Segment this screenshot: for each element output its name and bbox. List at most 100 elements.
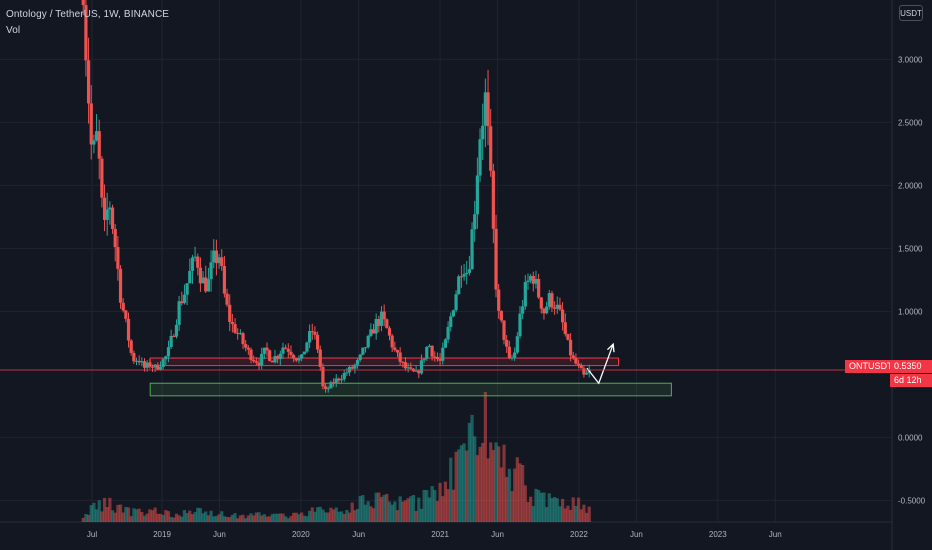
volume-indicator-label[interactable]: Vol (6, 25, 21, 36)
candle-body (228, 304, 232, 322)
candle-body (478, 139, 482, 176)
volume-bar (443, 481, 448, 522)
projection-arrowhead (606, 342, 615, 353)
currency-label[interactable]: USDT (899, 5, 923, 21)
volume-bar (427, 497, 432, 522)
volume-bar (339, 511, 344, 522)
volume-bar (433, 489, 437, 522)
volume-bar (209, 510, 213, 522)
candle-body (435, 356, 440, 360)
volume-bar (449, 457, 453, 522)
candle-body (563, 322, 567, 335)
candle-body (318, 349, 322, 367)
volume-bar (566, 505, 570, 522)
candle-body (398, 352, 402, 362)
candle-body (470, 229, 474, 270)
candle-body (212, 250, 216, 263)
candle-body (116, 247, 120, 269)
candle-body (579, 364, 583, 369)
volume-bar (560, 498, 565, 522)
volume-bar (260, 515, 264, 522)
candle-body (230, 321, 234, 325)
volume-bar (473, 436, 477, 522)
x-tick-label: Jun (491, 530, 504, 539)
volume-bar (188, 510, 192, 522)
candle-body (180, 301, 184, 304)
volume-bar (164, 510, 168, 522)
candle-body (174, 324, 179, 337)
candle-body (153, 364, 157, 368)
candle-body (217, 257, 221, 264)
volume-bar (92, 502, 96, 522)
x-tick-label: Jul (87, 530, 97, 539)
volume-bar (217, 514, 221, 522)
volume-bar (254, 512, 258, 522)
volume-bar (547, 493, 551, 522)
candle-body (369, 329, 373, 336)
volume-bar (233, 513, 237, 522)
volume-bar (457, 449, 461, 522)
volume-bar (329, 507, 333, 522)
volume-bar (270, 514, 274, 522)
volume-bar (142, 515, 147, 522)
candle-body (145, 362, 149, 368)
candle-body (377, 318, 381, 326)
volume-bar (323, 512, 328, 522)
candle-body (358, 354, 362, 361)
candle-body (582, 368, 586, 375)
volume-bar (100, 511, 104, 522)
volume-bar (252, 515, 256, 522)
candle-body (185, 283, 189, 295)
volume-bar (116, 504, 120, 522)
volume-bar (513, 468, 517, 522)
volume-bar (180, 516, 184, 522)
candle-body (196, 256, 200, 268)
candle-body (443, 339, 448, 348)
candle-body (323, 386, 328, 389)
volume-bar (478, 446, 482, 522)
volume-bar (302, 515, 306, 522)
volume-bar (382, 494, 386, 522)
candle-body (169, 335, 173, 348)
candle-body (326, 388, 330, 390)
y-tick-label: 2.0000 (898, 181, 923, 190)
candle-body (257, 362, 261, 366)
volume-bar (331, 509, 336, 522)
candle-body (339, 379, 344, 381)
volume-bar (587, 506, 591, 522)
volume-bar (249, 513, 253, 522)
volume-bar (486, 458, 490, 522)
candle-body (542, 308, 546, 314)
candle-body (390, 335, 394, 348)
candle-body (334, 378, 338, 384)
candle-body (481, 125, 485, 140)
candle-body (89, 103, 93, 145)
volume-bar (390, 504, 394, 522)
chart-title: Ontology / TetherUS, 1W, BINANCE (6, 9, 170, 20)
volume-bar (584, 512, 589, 522)
volume-bar (582, 504, 586, 522)
candle-body (371, 329, 376, 334)
candle-body (473, 214, 477, 230)
candle-body (507, 346, 511, 359)
candle-body (206, 279, 211, 292)
candle-body (462, 274, 466, 277)
candle-body (531, 275, 535, 284)
volume-bar (406, 498, 410, 522)
volume-bar (134, 509, 139, 522)
volume-bar (228, 517, 232, 522)
candle-body (483, 92, 487, 126)
volume-bar (246, 515, 250, 522)
chart-grid (0, 0, 893, 550)
candle-body (129, 340, 133, 353)
candle-body (438, 359, 442, 361)
candle-body (300, 354, 304, 359)
candle-body (361, 347, 365, 355)
candle-body (100, 158, 104, 198)
volume-bar (81, 517, 85, 522)
volume-bar (507, 468, 511, 522)
candle-body (497, 289, 501, 311)
candle-body (406, 367, 410, 369)
volume-bar (545, 507, 549, 522)
